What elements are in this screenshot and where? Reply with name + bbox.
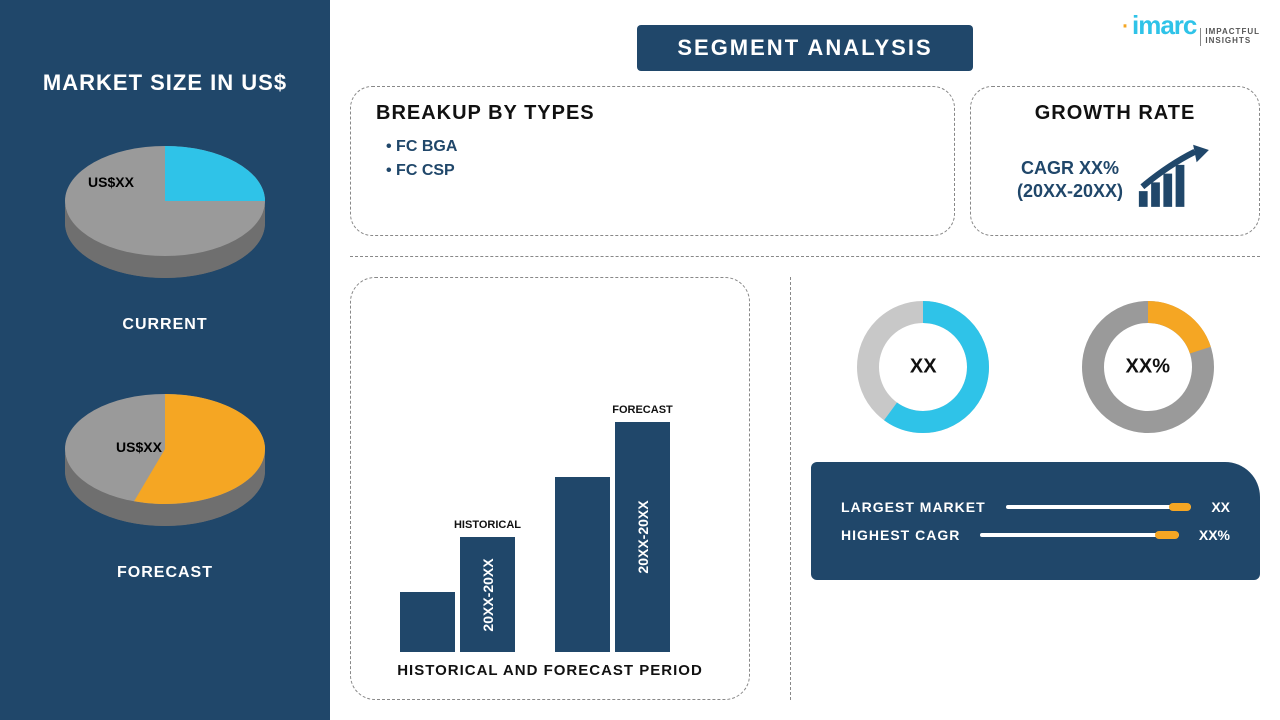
logo-text: imarc bbox=[1132, 10, 1196, 41]
breakup-list: FC BGAFC CSP bbox=[376, 135, 929, 183]
bar-top-label: FORECAST bbox=[612, 404, 673, 416]
breakup-item: FC BGA bbox=[386, 135, 929, 159]
sidebar-title: MARKET SIZE IN US$ bbox=[43, 70, 287, 96]
cagr-text: CAGR XX% (20XX-20XX) bbox=[1017, 157, 1123, 204]
bar bbox=[400, 592, 455, 652]
donut-row: XX XX% bbox=[811, 297, 1260, 437]
info-card: LARGEST MARKET XX HIGHEST CAGR XX% bbox=[811, 462, 1260, 580]
info-row: HIGHEST CAGR XX% bbox=[841, 527, 1230, 543]
pie-caption-forecast: FORECAST bbox=[117, 564, 213, 582]
bar: HISTORICAL20XX-20XX bbox=[460, 537, 515, 652]
info-bar-fill bbox=[1155, 531, 1179, 539]
logo-dot-icon: · bbox=[1120, 8, 1130, 42]
pie-caption-current: CURRENT bbox=[122, 316, 207, 334]
bar-period-label: 20XX-20XX bbox=[480, 558, 496, 631]
info-progress-bar bbox=[980, 533, 1179, 537]
divider-horizontal bbox=[350, 256, 1260, 257]
banner-title: SEGMENT ANALYSIS bbox=[637, 25, 972, 71]
breakup-item: FC CSP bbox=[386, 159, 929, 183]
bar-group: FORECAST20XX-20XX bbox=[555, 422, 670, 652]
donut-chart: XX bbox=[853, 297, 993, 437]
bar-period-label: 20XX-20XX bbox=[635, 500, 651, 573]
divider-vertical bbox=[790, 277, 791, 700]
info-row: LARGEST MARKET XX bbox=[841, 499, 1230, 515]
info-label: HIGHEST CAGR bbox=[841, 527, 960, 543]
logo-tagline: IMPACTFUL INSIGHTS bbox=[1200, 28, 1260, 46]
pie-forecast: US$XX bbox=[50, 384, 280, 534]
pie-current: US$XX bbox=[50, 136, 280, 286]
pie-value-label: US$XX bbox=[88, 174, 134, 190]
growth-arrow-icon bbox=[1133, 143, 1213, 218]
bar-chart: HISTORICAL20XX-20XXFORECAST20XX-20XX bbox=[376, 298, 724, 652]
donut-chart: XX% bbox=[1078, 297, 1218, 437]
sidebar-market-size: MARKET SIZE IN US$ US$XX CURRENT US$XX F… bbox=[0, 0, 330, 720]
info-label: LARGEST MARKET bbox=[841, 499, 986, 515]
right-column: XX XX% LARGEST MARKET XX HIGHEST CAGR XX% bbox=[811, 277, 1260, 700]
donut-value: XX bbox=[910, 356, 937, 379]
info-bar-fill bbox=[1169, 503, 1191, 511]
donut-value: XX% bbox=[1126, 356, 1170, 379]
pie-value-label: US$XX bbox=[116, 439, 162, 455]
breakup-title: BREAKUP BY TYPES bbox=[376, 102, 929, 125]
info-progress-bar bbox=[1006, 505, 1192, 509]
historical-caption: HISTORICAL AND FORECAST PERIOD bbox=[376, 662, 724, 679]
bar-top-label: HISTORICAL bbox=[454, 519, 521, 531]
logo: · imarc IMPACTFUL INSIGHTS bbox=[1120, 8, 1260, 46]
info-value: XX% bbox=[1199, 527, 1230, 543]
bar bbox=[555, 477, 610, 652]
historical-chart-box: HISTORICAL20XX-20XXFORECAST20XX-20XX HIS… bbox=[350, 277, 750, 700]
main-panel: · imarc IMPACTFUL INSIGHTS SEGMENT ANALY… bbox=[330, 0, 1280, 720]
growth-box: GROWTH RATE CAGR XX% (20XX-20XX) bbox=[970, 86, 1260, 236]
breakup-box: BREAKUP BY TYPES FC BGAFC CSP bbox=[350, 86, 955, 236]
info-value: XX bbox=[1211, 499, 1230, 515]
bar-group: HISTORICAL20XX-20XX bbox=[400, 537, 515, 652]
bar: FORECAST20XX-20XX bbox=[615, 422, 670, 652]
growth-title: GROWTH RATE bbox=[1035, 102, 1196, 125]
